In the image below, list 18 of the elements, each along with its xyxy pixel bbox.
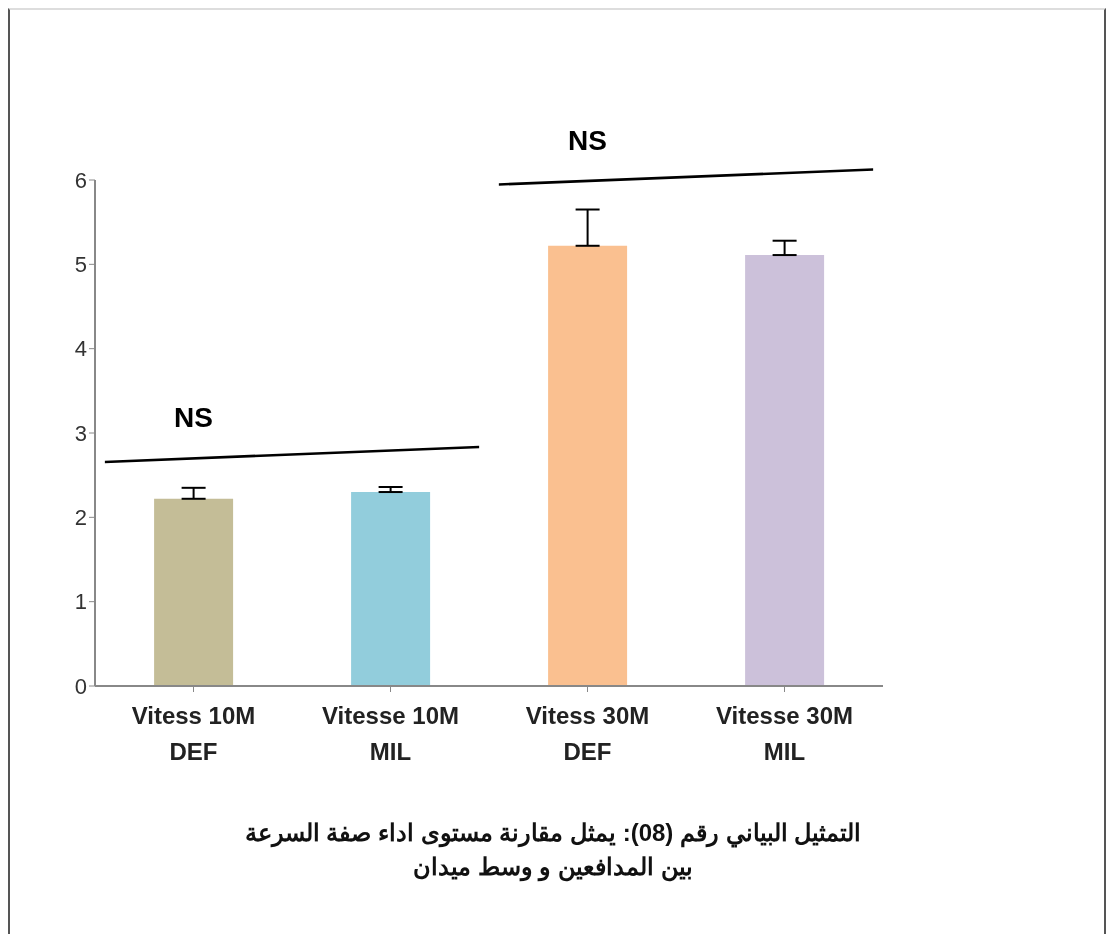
bar <box>745 255 825 686</box>
bar <box>154 498 234 686</box>
bar <box>548 245 628 686</box>
y-tick-label: 5 <box>74 252 87 278</box>
y-tick-label: 0 <box>74 673 87 699</box>
bar <box>351 492 431 686</box>
text: NS <box>568 124 607 156</box>
text: التمثيل البياني رقم (08): يمثل مقارنة مستوى اداء صفة السرعة بين المدافعين و وسط ميدان <box>243 818 863 884</box>
y-tick-label: 1 <box>74 589 87 615</box>
y-tick-label: 3 <box>74 420 87 446</box>
annotation: NS <box>174 401 213 433</box>
y-tick-label: 6 <box>74 167 87 193</box>
y-tick-label: 4 <box>74 336 87 362</box>
x-tick-label: Vitess 10M DEF <box>131 702 256 765</box>
x-tick-label: Vitesse 30M MIL <box>716 702 853 765</box>
x-tick-label: Vitesse 10M MIL <box>322 702 459 765</box>
y-tick-label: 2 <box>74 505 87 531</box>
x-tick-label: Vitess 30M DEF <box>525 702 650 765</box>
